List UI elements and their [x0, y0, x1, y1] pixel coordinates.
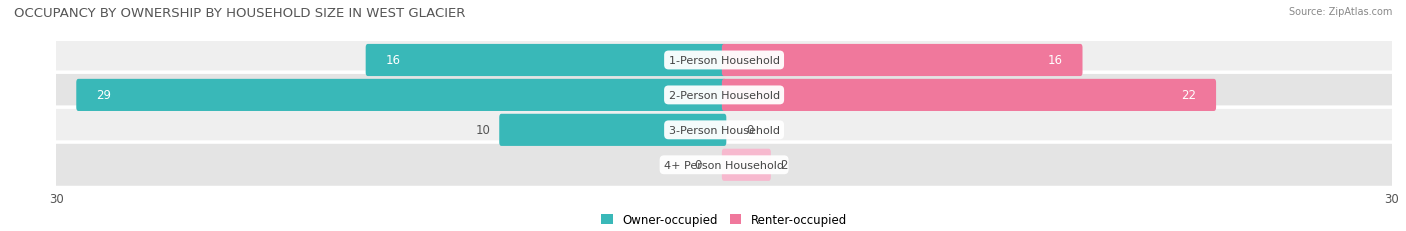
FancyBboxPatch shape [76, 79, 727, 112]
Text: 0: 0 [747, 124, 754, 137]
FancyBboxPatch shape [721, 45, 1083, 77]
Text: 29: 29 [97, 89, 111, 102]
Text: Source: ZipAtlas.com: Source: ZipAtlas.com [1288, 7, 1392, 17]
Text: 2: 2 [780, 159, 787, 172]
FancyBboxPatch shape [53, 73, 1395, 118]
Text: 10: 10 [475, 124, 491, 137]
Text: 3-Person Household: 3-Person Household [669, 125, 779, 135]
FancyBboxPatch shape [721, 79, 1216, 112]
Text: 16: 16 [1047, 54, 1063, 67]
Text: 22: 22 [1181, 89, 1197, 102]
FancyBboxPatch shape [499, 114, 727, 146]
Text: OCCUPANCY BY OWNERSHIP BY HOUSEHOLD SIZE IN WEST GLACIER: OCCUPANCY BY OWNERSHIP BY HOUSEHOLD SIZE… [14, 7, 465, 20]
Legend: Owner-occupied, Renter-occupied: Owner-occupied, Renter-occupied [596, 209, 852, 231]
FancyBboxPatch shape [53, 108, 1395, 153]
Text: 2-Person Household: 2-Person Household [668, 91, 780, 100]
FancyBboxPatch shape [53, 143, 1395, 188]
Text: 16: 16 [385, 54, 401, 67]
Text: 4+ Person Household: 4+ Person Household [664, 160, 785, 170]
FancyBboxPatch shape [53, 38, 1395, 83]
FancyBboxPatch shape [721, 149, 770, 181]
FancyBboxPatch shape [366, 45, 727, 77]
Text: 1-Person Household: 1-Person Household [669, 56, 779, 66]
Text: 0: 0 [695, 159, 702, 172]
